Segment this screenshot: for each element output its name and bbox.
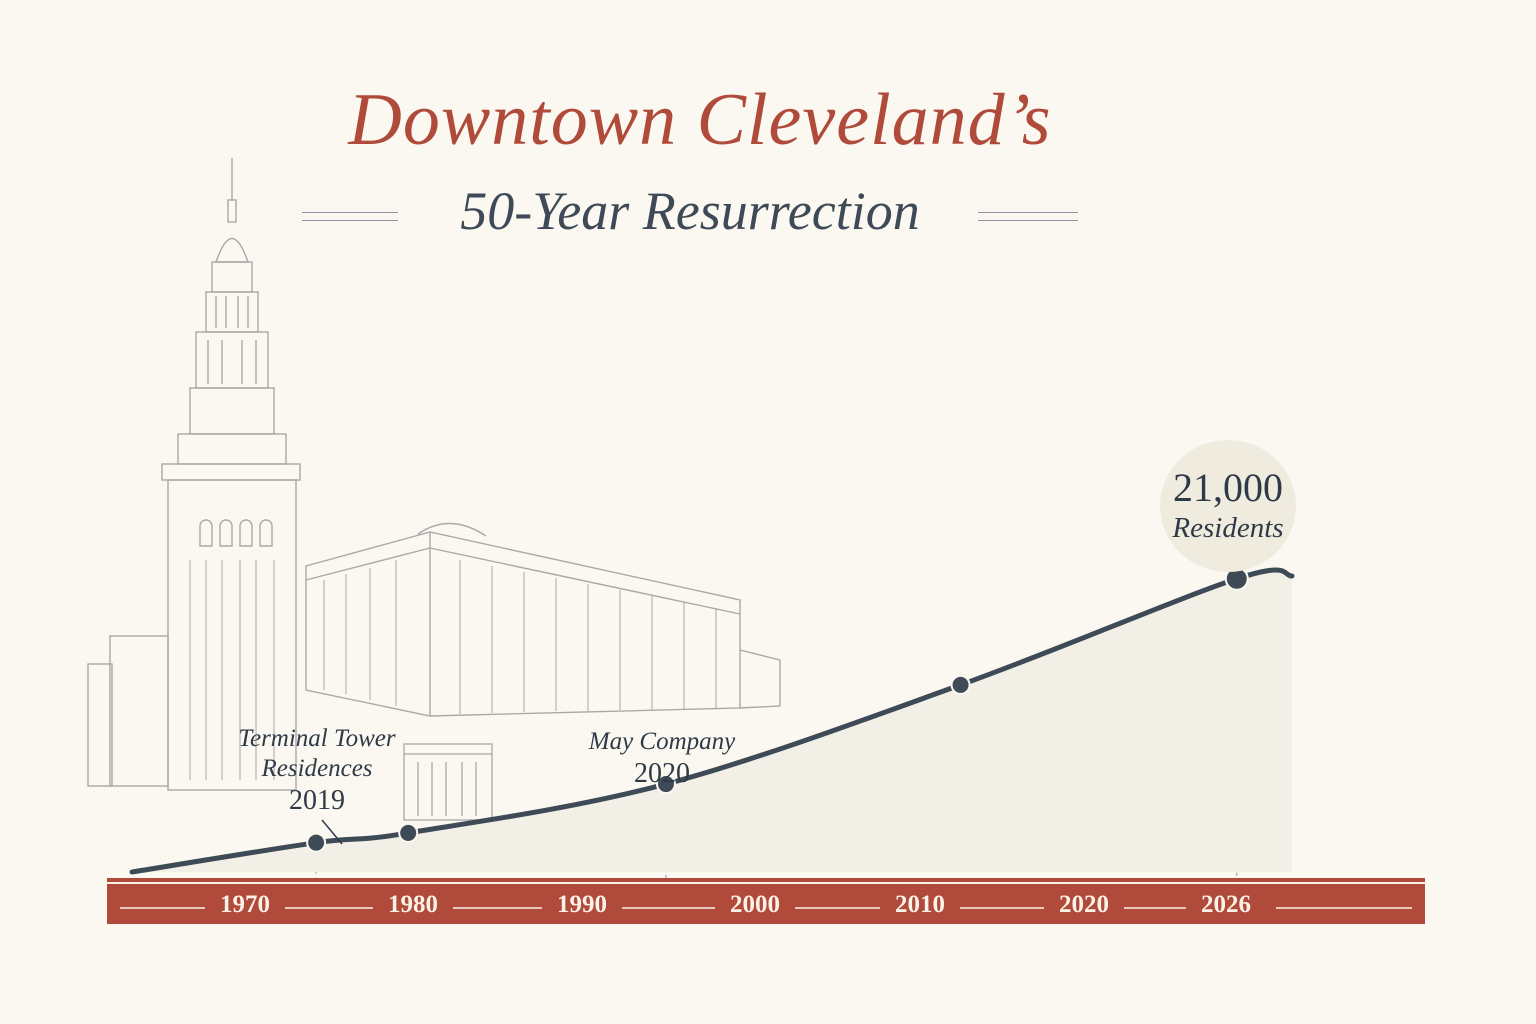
timeline-bar-rule — [107, 882, 1425, 884]
subtitle-rule-right — [978, 212, 1078, 213]
subtitle-rule-left — [302, 212, 398, 213]
x-tick-label: 2010 — [895, 891, 945, 918]
callout-terminal-tower-line1: Terminal Tower — [238, 725, 396, 752]
series-area — [132, 570, 1292, 872]
data-point — [398, 822, 419, 843]
timeline-bar — [107, 878, 1425, 924]
subtitle-rule-right — [978, 220, 1078, 221]
data-point — [306, 832, 327, 853]
x-tick-label: 1990 — [557, 891, 607, 918]
peak-bubble — [1160, 440, 1296, 572]
callout-terminal-tower: Terminal Tower Residences 2019 — [222, 724, 412, 818]
callout-may-company: May Company 2020 — [572, 727, 752, 791]
page-title: Downtown Cleveland’s — [348, 79, 1052, 161]
page-subtitle: 50-Year Resurrection — [460, 181, 920, 241]
small-building-icon — [403, 743, 493, 821]
x-tick-label: 2020 — [1059, 891, 1109, 918]
x-tick-label: 2000 — [730, 891, 780, 918]
terminal-tower-icon — [87, 158, 301, 791]
peak-label: Residents — [1172, 512, 1284, 544]
data-point — [655, 774, 676, 795]
may-company-building-icon — [305, 522, 781, 717]
subtitle-rule-left — [302, 220, 398, 221]
data-point — [950, 674, 971, 695]
callout-may-company-line1: May Company — [588, 728, 736, 755]
x-tick-label: 2026 — [1201, 891, 1251, 918]
x-tick-label: 1970 — [220, 891, 270, 918]
callout-terminal-tower-year: 2019 — [289, 785, 345, 816]
callout-terminal-tower-line2: Residences — [261, 755, 373, 782]
peak-value: 21,000 — [1173, 465, 1283, 510]
x-tick-label: 1980 — [388, 891, 438, 918]
callout-may-company-year: 2020 — [634, 758, 690, 789]
